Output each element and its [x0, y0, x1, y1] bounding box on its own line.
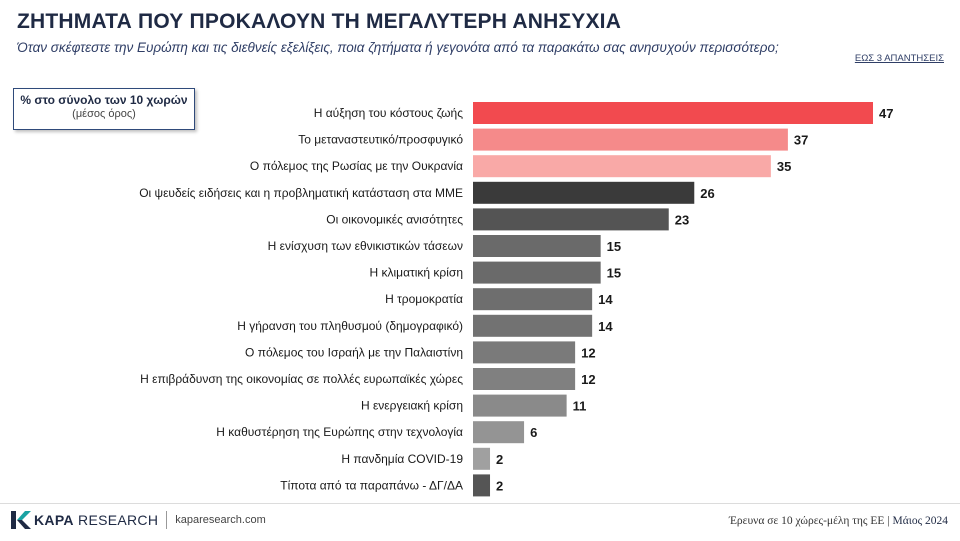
- bar-14: [473, 474, 491, 497]
- category-label-12: Η καθυστέρηση της Ευρώπης στην τεχνολογί…: [216, 425, 463, 439]
- category-label-6: Η κλιματική κρίση: [369, 266, 463, 280]
- bar-12: [473, 421, 525, 444]
- bar-9: [473, 341, 576, 364]
- value-label-8: 14: [598, 319, 613, 334]
- value-label-10: 12: [581, 372, 595, 387]
- survey-text: Έρευνα σε 10 χώρες-μέλη της ΕΕ: [728, 515, 885, 527]
- value-label-7: 14: [598, 292, 613, 307]
- category-label-5: Η ενίσχυση των εθνικιστικών τάσεων: [268, 239, 463, 253]
- bar-13: [473, 447, 491, 470]
- brand-name: KAPA RESEARCH: [34, 512, 159, 528]
- category-label-11: Η ενεργειακή κρίση: [361, 399, 463, 413]
- kapa-k-icon: [11, 511, 31, 529]
- value-label-4: 23: [675, 212, 689, 227]
- category-label-8: Η γήρανση του πληθυσμού (δημογραφικό): [237, 319, 463, 333]
- survey-source: Έρευνα σε 10 χώρες-μέλη της ΕΕ | Μάιος 2…: [728, 515, 948, 527]
- bar-10: [473, 368, 576, 390]
- legend-main-label: % στο σύνολο των 10 χωρών: [20, 93, 188, 107]
- category-label-2: Ο πόλεμος της Ρωσίας με την Ουκρανία: [250, 159, 463, 173]
- responses-note: ΕΩΣ 3 ΑΠΑΝΤΗΣΕΙΣ: [854, 53, 944, 64]
- value-label-2: 35: [777, 159, 791, 174]
- category-label-7: Η τρομοκρατία: [385, 292, 463, 306]
- bar-3: [473, 181, 695, 204]
- value-label-9: 12: [581, 345, 595, 360]
- value-label-1: 37: [794, 133, 808, 148]
- bar-7: [473, 288, 593, 311]
- category-label-14: Τίποτα από τα παραπάνω - ΔΓ/ΔΑ: [280, 478, 463, 492]
- logo-separator: [166, 511, 168, 529]
- category-label-3: Οι ψευδείς ειδήσεις και η προβληματική κ…: [139, 186, 463, 200]
- website-link[interactable]: kaparesearch.com: [175, 514, 266, 526]
- category-label-9: Ο πόλεμος του Ισραήλ με την Παλαιστίνη: [245, 345, 463, 359]
- bar-5: [473, 235, 601, 257]
- chart-subtitle: Όταν σκέφτεστε την Ευρώπη και τις διεθνε…: [17, 40, 779, 55]
- footer-divider: [0, 503, 960, 504]
- bar-0: [473, 102, 873, 124]
- value-label-3: 26: [700, 186, 714, 201]
- legend-sub-label: (μέσος όρος): [72, 108, 136, 120]
- bar-4: [473, 208, 669, 231]
- bar-11: [473, 394, 567, 417]
- value-label-12: 6: [530, 425, 537, 440]
- value-label-6: 15: [607, 266, 621, 281]
- value-label-0: 47: [879, 106, 893, 121]
- chart-title: ΖΗΤΗΜΑΤΑ ΠΟΥ ΠΡΟΚΑΛΟΥΝ ΤΗ ΜΕΓΑΛΥΤΕΡΗ ΑΝΗ…: [17, 10, 622, 33]
- kapa-logo: KAPA RESEARCH kaparesearch.com: [11, 511, 266, 529]
- category-label-10: Η επιβράδυνση της οικονομίας σε πολλές ε…: [140, 372, 463, 386]
- value-label-5: 15: [607, 239, 621, 254]
- value-label-14: 2: [496, 478, 503, 493]
- category-label-4: Οι οικονομικές ανισότητες: [326, 212, 463, 226]
- measure-legend: % στο σύνολο των 10 χωρών (μέσος όρος): [13, 88, 195, 130]
- value-label-13: 2: [496, 452, 503, 467]
- survey-date: Μάιος 2024: [892, 515, 948, 527]
- value-label-11: 11: [573, 399, 587, 414]
- bar-8: [473, 314, 593, 337]
- bar-1: [473, 128, 788, 151]
- bar-2: [473, 155, 771, 178]
- category-label-1: Το μεταναστευτικό/προσφυγικό: [298, 133, 463, 147]
- bar-6: [473, 261, 601, 284]
- category-label-13: Η πανδημία COVID-19: [341, 452, 463, 466]
- category-label-0: Η αύξηση του κόστους ζωής: [314, 106, 463, 120]
